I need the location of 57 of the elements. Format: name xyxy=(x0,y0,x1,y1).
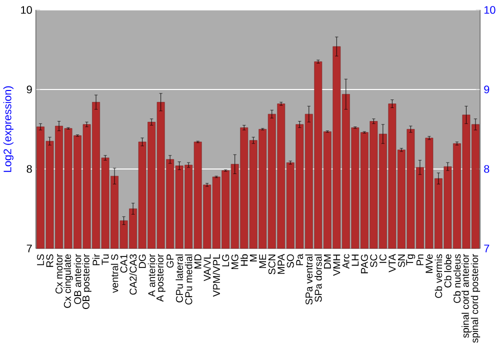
x-tick-label: SO xyxy=(286,254,294,268)
x-tick-label: SPa ventral xyxy=(305,254,313,305)
y-tick-label: 9 xyxy=(26,86,32,94)
x-tick-label: Tg xyxy=(406,254,416,266)
x-tick-label: CPu lateral xyxy=(176,254,183,302)
x-tick-label: SCN xyxy=(268,254,276,274)
x-tick-label: RS xyxy=(46,254,54,267)
x-tick-label: VMH xyxy=(333,254,340,276)
x-tick-label: ME xyxy=(259,254,266,268)
x-tick-label: MPA xyxy=(278,254,285,274)
x-tick-label: Pn xyxy=(416,254,424,266)
x-tick-label: MD xyxy=(194,254,202,269)
x-tick-label: CA2/CA3 xyxy=(129,254,137,295)
x-tick-label: spinal cord posterior xyxy=(470,254,480,343)
x-tick-label: ventral S xyxy=(110,254,118,293)
x-tick-label: A posterior xyxy=(156,254,166,302)
x-tick-label: Cb nucleus xyxy=(453,254,461,303)
x-tick-label: MVe xyxy=(426,254,433,273)
x-tick-label: Hb xyxy=(240,254,248,266)
x-tick-label: LG xyxy=(222,254,230,266)
x-tick-label: OB anterior xyxy=(74,254,82,304)
x-tick-label: Cx cingulate xyxy=(64,254,73,308)
x-tick-label: spinal cord anterior xyxy=(462,254,471,338)
x-tick-label: SC xyxy=(370,254,378,268)
y-tick-label: 7 xyxy=(26,244,32,252)
x-tick-label: OB posterior xyxy=(82,254,92,310)
x-tick-label: Tu xyxy=(102,254,109,265)
x-tick-label: Arc xyxy=(342,254,350,269)
x-tick-label: GP xyxy=(166,254,174,268)
x-tick-label: MG xyxy=(231,254,238,270)
x-tick-label: DM xyxy=(324,254,331,269)
x-tick-label: CPu medial xyxy=(184,254,192,305)
x-tick-label: SPa dorsal xyxy=(314,254,322,302)
x-tick-label: Pa xyxy=(296,254,304,266)
x-tick-label: VTA xyxy=(388,254,396,272)
y-axis-title: Log2 (expression) xyxy=(3,86,14,172)
x-tick-label: Cb lobe xyxy=(444,254,452,288)
x-tick-label: M xyxy=(250,254,257,262)
x-tick-label: Pir xyxy=(92,254,100,266)
y-tick-label: 8 xyxy=(26,165,32,173)
x-tick-label: A anterior xyxy=(148,254,156,297)
x-tick-label: VPM/VPL xyxy=(212,254,220,297)
x-tick-label: LS xyxy=(37,254,44,266)
y2-tick-label: 8 xyxy=(484,165,490,173)
x-tick-label: Cx motor xyxy=(56,254,63,294)
x-tick-label: Cb vermis xyxy=(434,254,442,298)
x-tick-label: LH xyxy=(352,254,359,266)
x-tick-label: VA/VL xyxy=(203,254,211,282)
x-tick-label: CA1 xyxy=(120,254,128,273)
y2-tick-label: 9 xyxy=(484,86,490,94)
x-tick-label: SN xyxy=(398,254,405,268)
x-tick-label: IC xyxy=(379,254,386,263)
y2-tick-label: 7 xyxy=(484,244,490,252)
x-tick-label: DG xyxy=(138,254,146,268)
y2-tick-label: 10 xyxy=(484,6,496,14)
y-tick-label: 10 xyxy=(21,6,32,14)
x-tick-label: PAG xyxy=(360,254,368,274)
